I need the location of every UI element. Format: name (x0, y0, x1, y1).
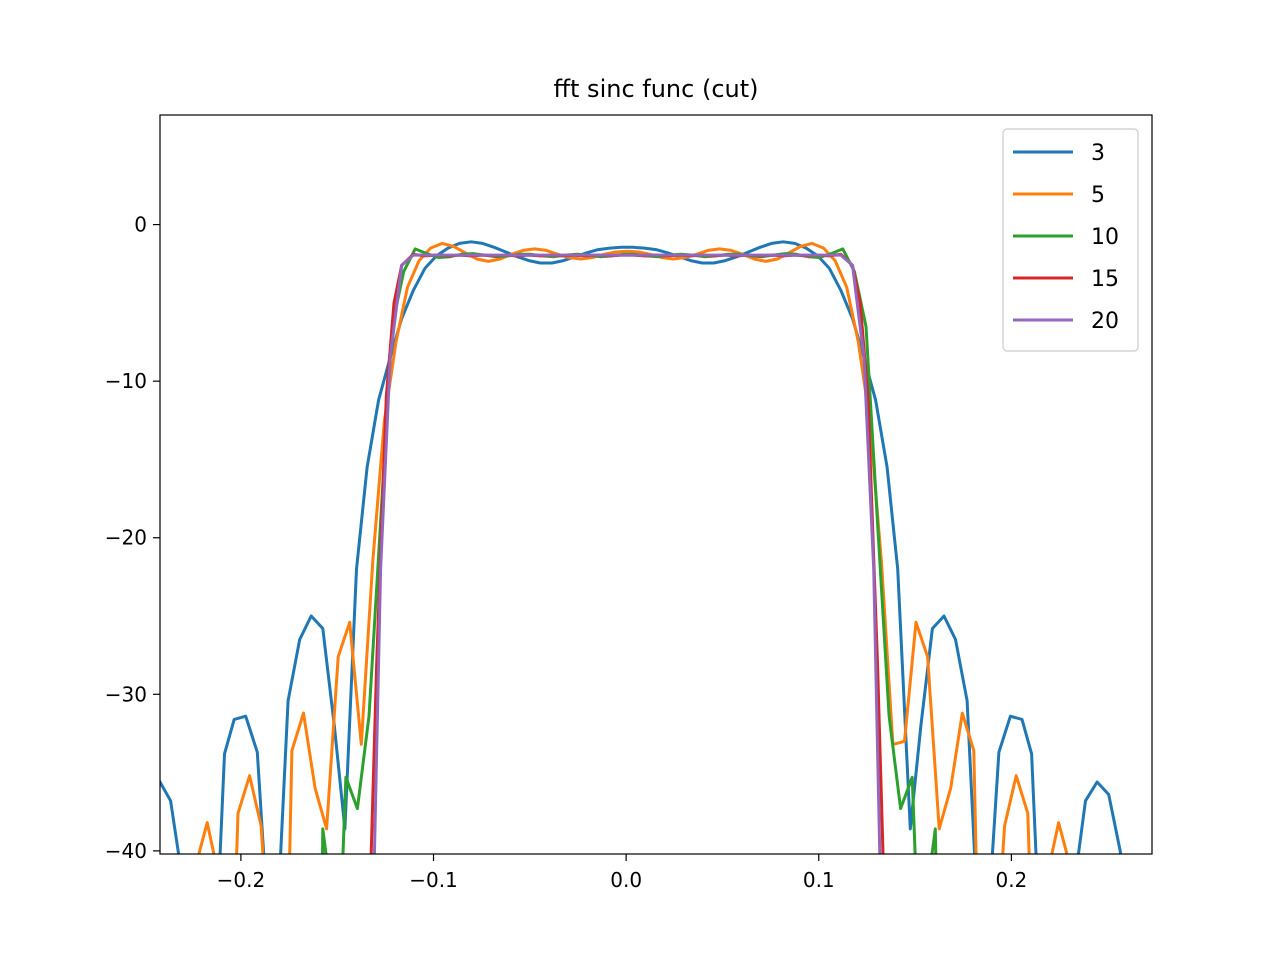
legend: 3 5 10 15 20 (1002, 128, 1139, 352)
plot-frame (159, 114, 1153, 855)
x-tick-label: −0.2 (217, 868, 266, 892)
y-tick-label: −10 (105, 369, 147, 393)
series-line-3 (160, 240, 1123, 854)
series-line-5 (197, 241, 1069, 854)
legend-label-5: 5 (1091, 183, 1105, 208)
x-tick-label: 0.0 (610, 868, 642, 892)
x-axis: −0.2 −0.1 0.0 0.1 0.2 (217, 854, 1027, 892)
chart-title: fft sinc func (cut) (553, 75, 758, 103)
y-tick-label: −20 (105, 526, 147, 550)
legend-label-15: 15 (1091, 267, 1119, 292)
legend-label-10: 10 (1091, 225, 1119, 250)
legend-box (1002, 128, 1139, 352)
legend-label-20: 20 (1091, 309, 1119, 334)
x-tick-label: −0.1 (409, 868, 458, 892)
series-line-20 (372, 253, 882, 854)
y-axis: 0 −10 −20 −30 −40 (105, 213, 160, 863)
x-tick-label: 0.1 (803, 868, 835, 892)
y-tick-label: −40 (105, 839, 147, 863)
legend-label-3: 3 (1091, 141, 1105, 166)
y-tick-label: 0 (134, 213, 147, 237)
series-layer (160, 240, 1123, 854)
x-tick-label: 0.2 (995, 868, 1027, 892)
y-tick-label: −30 (105, 682, 147, 706)
